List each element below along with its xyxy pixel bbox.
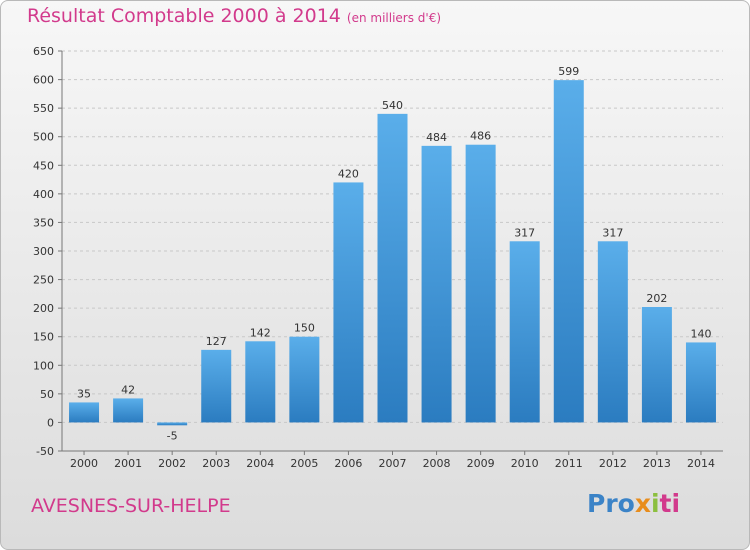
data-label: 127 xyxy=(206,335,227,348)
y-tick-label: 100 xyxy=(33,359,54,372)
bar xyxy=(685,342,716,423)
bar xyxy=(421,145,452,423)
x-tick-label: 2006 xyxy=(334,457,362,470)
bar xyxy=(201,349,232,423)
x-tick-label: 2001 xyxy=(114,457,142,470)
data-label: -5 xyxy=(167,429,178,442)
data-label: 540 xyxy=(382,99,403,112)
x-tick-label: 2003 xyxy=(202,457,230,470)
logo-part-2: x xyxy=(634,489,651,518)
bar xyxy=(289,336,320,423)
bar xyxy=(465,144,496,423)
bar xyxy=(157,422,188,426)
bar xyxy=(245,341,276,423)
bar xyxy=(377,113,408,423)
bar xyxy=(113,398,144,423)
y-tick-label: 400 xyxy=(33,188,54,201)
data-label: 486 xyxy=(470,130,491,143)
x-tick-label: 2005 xyxy=(290,457,318,470)
y-tick-label: 50 xyxy=(40,388,54,401)
bar xyxy=(597,241,628,423)
logo-part-1: Pro xyxy=(587,489,635,518)
y-tick-label: -50 xyxy=(36,445,54,458)
x-tick-label: 2002 xyxy=(158,457,186,470)
data-label: 140 xyxy=(690,327,711,340)
x-tick-label: 2008 xyxy=(423,457,451,470)
y-tick-label: 500 xyxy=(33,131,54,144)
chart-title-text: Résultat Comptable 2000 à 2014 xyxy=(27,5,341,27)
bar xyxy=(553,80,584,423)
data-label: 42 xyxy=(121,383,135,396)
data-label: 420 xyxy=(338,167,359,180)
data-label: 317 xyxy=(514,226,535,239)
logo-part-4: ti xyxy=(659,489,681,518)
y-tick-label: 150 xyxy=(33,331,54,344)
chart-subtitle: (en milliers d'€) xyxy=(346,11,442,25)
x-tick-label: 2000 xyxy=(70,457,98,470)
x-tick-label: 2004 xyxy=(246,457,274,470)
data-label: 142 xyxy=(250,326,271,339)
data-label: 202 xyxy=(646,292,667,305)
x-tick-label: 2009 xyxy=(467,457,495,470)
y-tick-label: 550 xyxy=(33,102,54,115)
y-tick-label: 300 xyxy=(33,245,54,258)
data-label: 599 xyxy=(558,65,579,78)
commune-name: AVESNES-SUR-HELPE xyxy=(31,495,231,517)
x-tick-label: 2012 xyxy=(599,457,627,470)
y-tick-label: 650 xyxy=(33,45,54,58)
data-label: 35 xyxy=(77,387,91,400)
chart-title: Résultat Comptable 2000 à 2014 (en millie… xyxy=(27,5,441,27)
y-tick-label: 450 xyxy=(33,159,54,172)
bar xyxy=(333,182,364,423)
bar xyxy=(509,241,540,423)
data-label: 317 xyxy=(602,226,623,239)
data-label: 484 xyxy=(426,131,447,144)
y-tick-label: 200 xyxy=(33,302,54,315)
x-tick-label: 2013 xyxy=(643,457,671,470)
bar xyxy=(641,307,672,423)
x-tick-label: 2007 xyxy=(379,457,407,470)
bar xyxy=(69,402,100,423)
x-tick-label: 2014 xyxy=(687,457,715,470)
data-label: 150 xyxy=(294,322,315,335)
x-tick-label: 2011 xyxy=(555,457,583,470)
y-tick-label: 600 xyxy=(33,74,54,87)
x-tick-label: 2010 xyxy=(511,457,539,470)
proxiti-logo: Proxiti xyxy=(587,489,680,518)
y-tick-label: 350 xyxy=(33,216,54,229)
y-tick-label: 0 xyxy=(47,416,54,429)
logo-part-3: i xyxy=(650,489,660,518)
y-tick-label: 250 xyxy=(33,274,54,287)
